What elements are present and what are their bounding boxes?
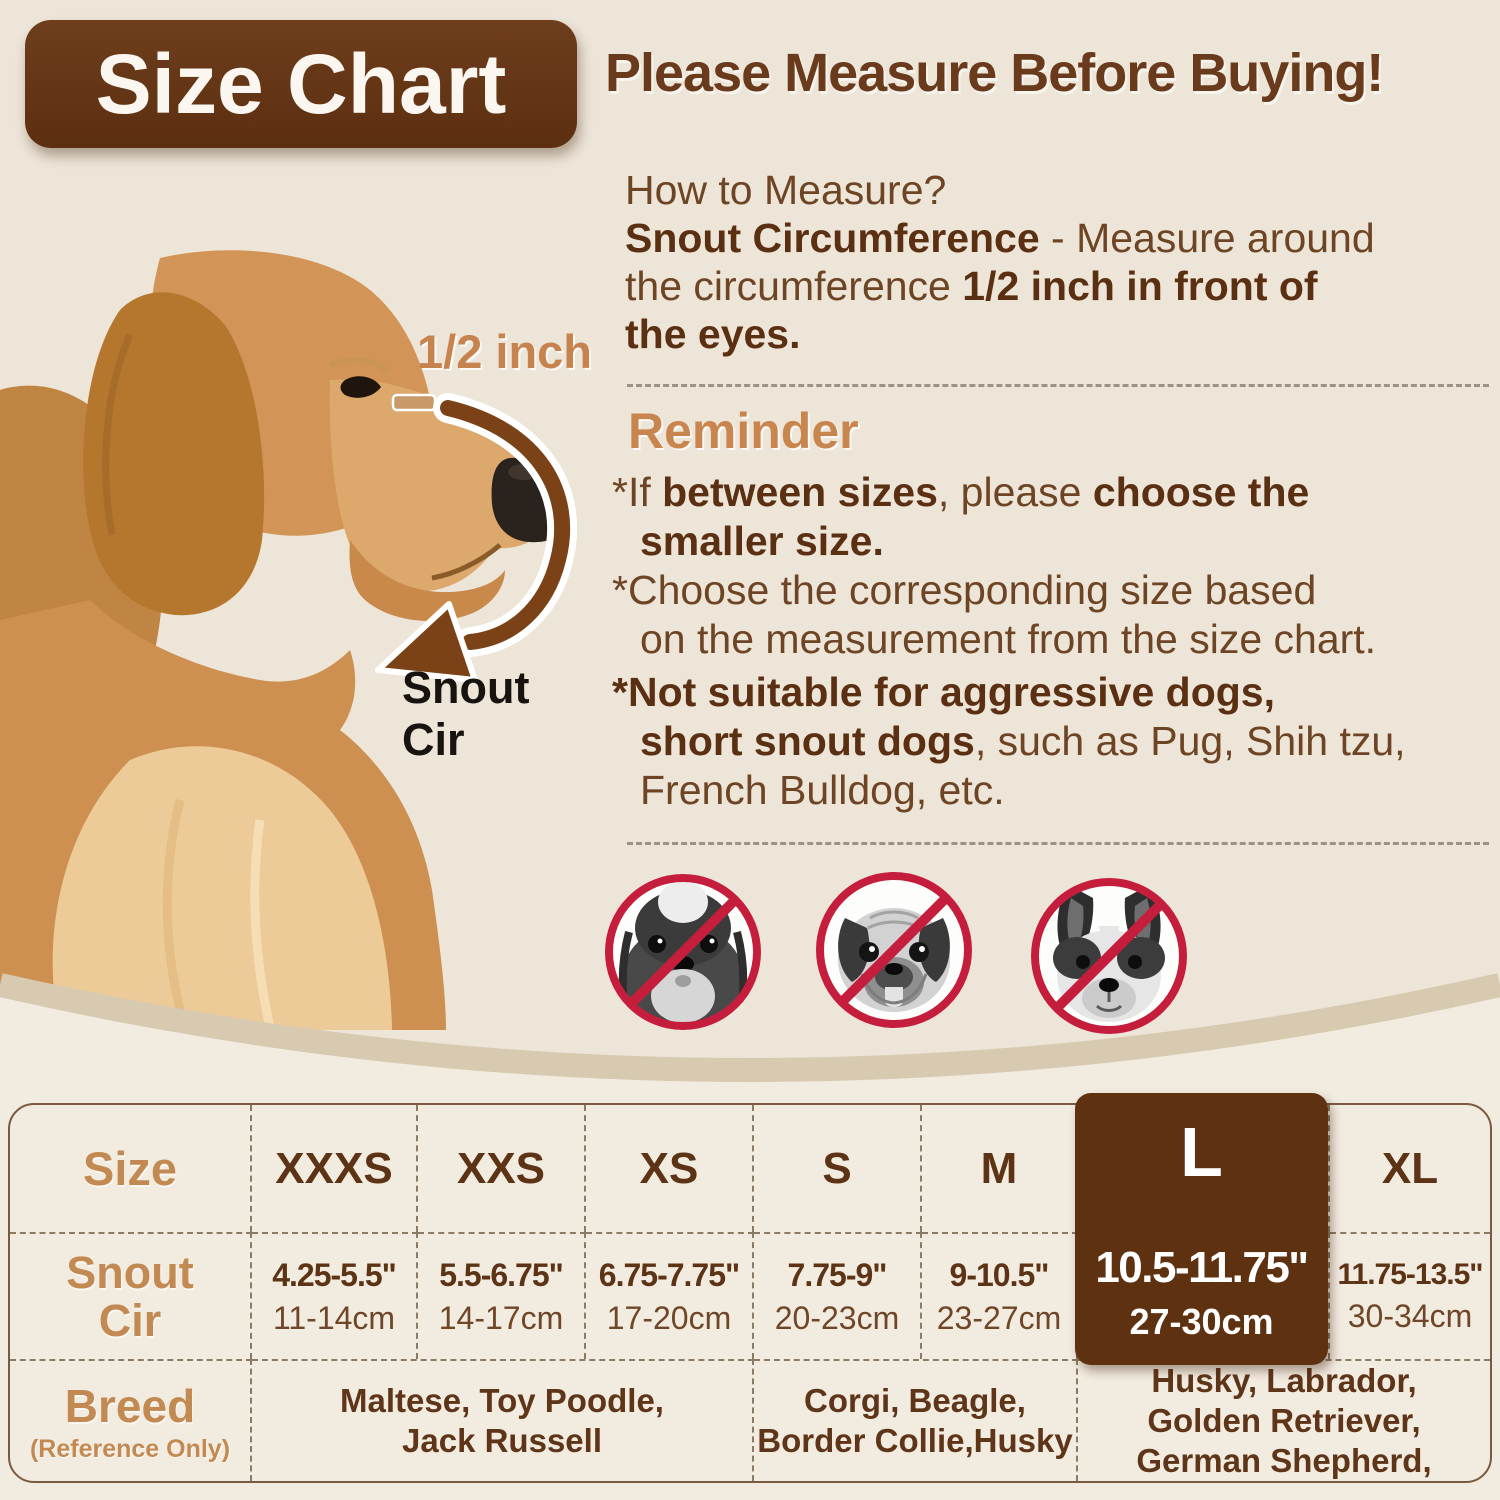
how-to-title: How to Measure? bbox=[625, 167, 947, 213]
dog-photo bbox=[0, 250, 578, 1030]
reminder-bullet-1-line-1: *If between sizes, please choose the bbox=[612, 469, 1310, 515]
half-inch-label: 1/2 inch bbox=[417, 325, 593, 378]
dashed-divider-bottom bbox=[627, 842, 1489, 845]
how-to-line4: the eyes. bbox=[625, 311, 801, 357]
snout-cell-xxs: 5.5-6.75" 14-17cm bbox=[418, 1232, 586, 1359]
reminder-bullet-3-line-1: *Not suitable for aggressive dogs, bbox=[612, 669, 1275, 715]
table-row-label-breed: Breed (Reference Only) bbox=[10, 1359, 252, 1481]
l-column-size-name: L bbox=[1180, 1113, 1223, 1191]
breed-cell-large-sizes: Husky, Labrador, Golden Retriever, Germa… bbox=[1078, 1359, 1490, 1481]
how-to-line3: the circumference 1/2 inch in front of bbox=[625, 263, 1318, 309]
breed-cell-small-sizes: Maltese, Toy Poodle, Jack Russell bbox=[252, 1359, 754, 1481]
table-header-m: M bbox=[922, 1105, 1078, 1232]
reminder-title: Reminder bbox=[628, 403, 859, 459]
l-column-inch-value: 10.5-11.75" bbox=[1095, 1243, 1309, 1292]
no-french-bulldog-icon bbox=[1027, 874, 1191, 1038]
reminder-bullet-2-line-2: on the measurement from the size chart. bbox=[640, 616, 1377, 662]
table-header-xl: XL bbox=[1381, 1143, 1439, 1193]
no-pug-icon bbox=[812, 868, 976, 1032]
snout-cir-label: Snout Cir bbox=[402, 662, 530, 765]
how-to-measure-block: How to Measure? Snout Circumference - Me… bbox=[625, 166, 1500, 358]
headline: Please Measure Before Buying! bbox=[605, 43, 1384, 103]
dashed-divider-top bbox=[627, 384, 1489, 387]
l-column-cm-value: 27-30cm bbox=[1129, 1301, 1274, 1342]
reminder-bullet-2-line-1: *Choose the corresponding size based bbox=[612, 567, 1317, 613]
size-chart-badge-label: Size Chart bbox=[95, 36, 507, 131]
table-header-size: Size bbox=[10, 1105, 252, 1232]
reminder-bullet-3-line-3: French Bulldog, etc. bbox=[640, 767, 1005, 813]
snout-cell-xxxs: 4.25-5.5" 11-14cm bbox=[252, 1232, 418, 1359]
table-header-l-under-overlay bbox=[1078, 1105, 1330, 1232]
snout-cell-xl: 11.75-13.5" 30-34cm bbox=[1330, 1232, 1490, 1359]
snout-cell-s: 7.75-9" 20-23cm bbox=[754, 1232, 922, 1359]
breed-cell-medium-sizes: Corgi, Beagle, Border Collie,Husky bbox=[754, 1359, 1078, 1481]
how-to-line2: Snout Circumference - Measure around bbox=[625, 215, 1375, 261]
table-header-xs: XS bbox=[586, 1105, 754, 1232]
snout-cell-m: 9-10.5" 23-27cm bbox=[922, 1232, 1078, 1359]
reminder-bullets: *If between sizes, please choose the sma… bbox=[612, 468, 1500, 815]
reminder-bullet-1-line-2: smaller size. bbox=[640, 518, 884, 564]
table-header-xxs: XXS bbox=[418, 1105, 586, 1232]
no-shih-tzu-icon bbox=[601, 870, 765, 1034]
table-header-xxxs: XXXS bbox=[252, 1105, 418, 1232]
measure-marker-icon bbox=[391, 393, 437, 412]
size-chart-badge: Size Chart bbox=[25, 20, 577, 148]
snout-cell-xs: 6.75-7.75" 17-20cm bbox=[586, 1232, 754, 1359]
highlighted-size-l-column: L 10.5-11.75" 27-30cm bbox=[1075, 1093, 1328, 1365]
table-header-s: S bbox=[754, 1105, 922, 1232]
measure-arrow-icon bbox=[375, 393, 578, 683]
reminder-bullet-3-line-2: short snout dogs, such as Pug, Shih tzu, bbox=[640, 718, 1406, 764]
table-row-label-snout-cir: Snout Cir bbox=[10, 1232, 252, 1359]
